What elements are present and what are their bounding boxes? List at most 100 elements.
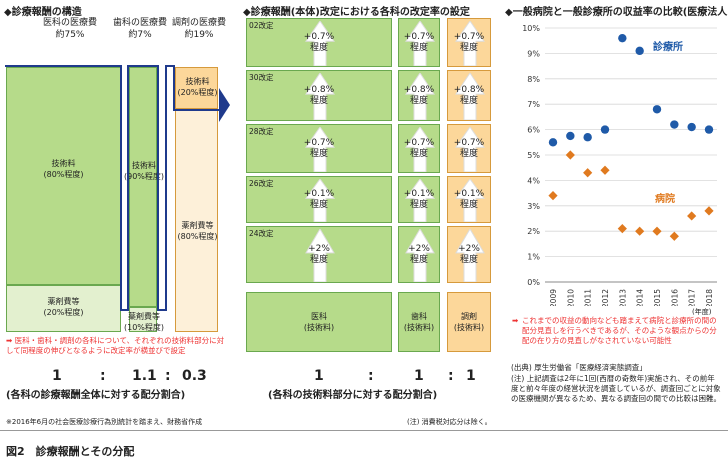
left-note: ➡ 医科・歯科・調剤の各科について、それぞれの技術料部分に対して同程度の伸びとな… [6,336,225,355]
up-arrow-icon [405,73,435,120]
revision-rate: +0.7% [403,31,435,42]
mid-ratio-1: 1 [314,368,324,384]
y-tick-label: 5% [527,151,540,160]
revision-cell-shika: +0.1% 程度 [398,176,440,223]
x-tick-label: 2012 [601,289,610,306]
shika-drug-block: 薬剤費等 (10%程度) [124,307,164,332]
ika-header: 医科の医療費 約75% [42,18,97,40]
hospital-point [687,211,697,221]
revision-label: 24改定 [249,229,274,238]
revision-degree: 程度 [459,199,478,210]
revision-degree: 程度 [409,148,428,159]
revision-rate: +0.1% [403,188,435,199]
revision-cell-ika: +0.7% 程度 [246,124,392,173]
revision-degree: 程度 [309,199,328,210]
revision-cell-shika: +0.8% 程度 [398,70,440,121]
right-chu: (注) 上記調査は2年に1回(西暦の奇数年)実施され、その前年度と前々年度の経営… [511,374,721,403]
shika-tech-block: 技術料 (90%程度) [124,67,164,307]
revision-rate: +0.7% [303,31,335,42]
revision-degree: 程度 [309,254,328,265]
up-arrow-icon [405,21,435,66]
clinic-point [600,125,610,134]
revision-label: 26改定 [249,179,274,188]
clinic-point [583,133,592,142]
mid-ratio-3: 1 [466,368,476,384]
x-tick-label: 2018 [705,289,714,306]
revision-degree: 程度 [409,95,428,106]
y-tick-label: 7% [527,100,540,109]
hospital-point [617,224,627,234]
clinic-point [566,131,575,141]
y-tick-label: 1% [527,253,540,262]
revision-cell-shika: +2% 程度 [398,226,440,283]
left-ratio-caption: (各科の診療報酬全体に対する配分割合) [6,390,186,401]
up-arrow-icon [305,179,335,222]
series-label-clinic: 診療所 [653,40,683,53]
up-arrow-icon [455,229,485,282]
revision-rate: +0.7% [453,137,485,148]
clinic-point [704,125,714,134]
revision-cell-ika: +0.8% 程度 [246,70,392,121]
x-tick-label: 2011 [584,289,593,306]
y-tick-label: 3% [527,202,540,211]
y-tick-label: 0% [527,278,540,287]
series-label-hospital: 病院 [655,192,675,205]
revision-rate: +0.7% [453,31,485,42]
x-tick-label: 2017 [688,289,697,306]
bottom-shika: 歯科 (技術料) [398,292,440,352]
bottom-chozai: 調剤 (技術料) [447,292,491,352]
up-arrow-icon [455,127,485,172]
revision-degree: 程度 [309,148,328,159]
up-arrow-icon [305,21,335,66]
up-arrow-icon [305,229,335,282]
revision-label: 28改定 [249,127,274,136]
shika-header: 歯科の医療費 約7% [112,18,167,40]
chozai-header: 調剤の医療費 約19% [171,18,226,40]
ika-tech-block: 技術料 (80%程度) [6,67,121,285]
revision-degree: 程度 [409,199,428,210]
hospital-point [652,226,662,236]
mid-ratio-2: 1 [414,368,424,384]
x-axis-label: (年度) [692,308,712,316]
hospital-point [669,231,679,241]
clinic-point [652,105,662,114]
revision-degree: 程度 [309,95,328,106]
tech-outline [5,65,230,311]
x-tick-label: 2010 [566,289,575,306]
revision-label: 02改定 [249,21,274,30]
y-tick-label: 9% [527,49,540,58]
x-tick-label: 2015 [653,289,662,306]
revision-label: 30改定 [249,73,274,82]
revision-cell-shika: +0.7% 程度 [398,124,440,173]
left-ratio-colon-2: : [165,368,171,384]
clinic-point [635,46,644,56]
left-panel-title: ◆診療報酬の構造 [4,7,82,18]
revision-cell-ika: +0.1% 程度 [246,176,392,223]
hospital-point [704,206,714,216]
y-tick-label: 6% [527,126,540,135]
y-tick-label: 2% [527,227,540,236]
revision-rate: +0.8% [403,84,435,95]
ika-drug-block: 薬剤費等 (20%程度) [6,285,121,332]
up-arrow-icon [305,73,335,120]
mid-ratio-colon-2: : [448,368,454,384]
hospital-point [600,165,610,175]
revision-degree: 程度 [459,148,478,159]
revision-degree: 程度 [409,254,428,265]
profit-rate-chart: 0% 1% 2% 3% 4% 5% 6% 7% 8% 9% 10% 2009 2010 2011 2012 2… [522,24,717,306]
revision-degree: 程度 [459,95,478,106]
left-ratio-3: 0.3 [182,368,207,384]
revision-cell-chozai: +0.7% 程度 [447,124,491,173]
note-arrow-icon: ➡ [512,316,519,325]
revision-rate: +0.8% [453,84,485,95]
right-source: (出典) 厚生労働省「医療経済実態調査」 [511,363,647,372]
revision-cell-chozai: +2% 程度 [447,226,491,283]
up-arrow-icon [455,21,485,66]
revision-degree: 程度 [409,42,428,53]
revision-cell-chozai: +0.7% 程度 [447,18,491,67]
revision-rate: +2% [458,243,480,254]
revision-rate: +0.8% [303,84,335,95]
hospital-point [548,191,558,201]
up-arrow-icon [455,73,485,120]
left-footnote: ※2016年6月の社会医療診療行為別統計を踏まえ、財務省作成 [6,418,203,426]
